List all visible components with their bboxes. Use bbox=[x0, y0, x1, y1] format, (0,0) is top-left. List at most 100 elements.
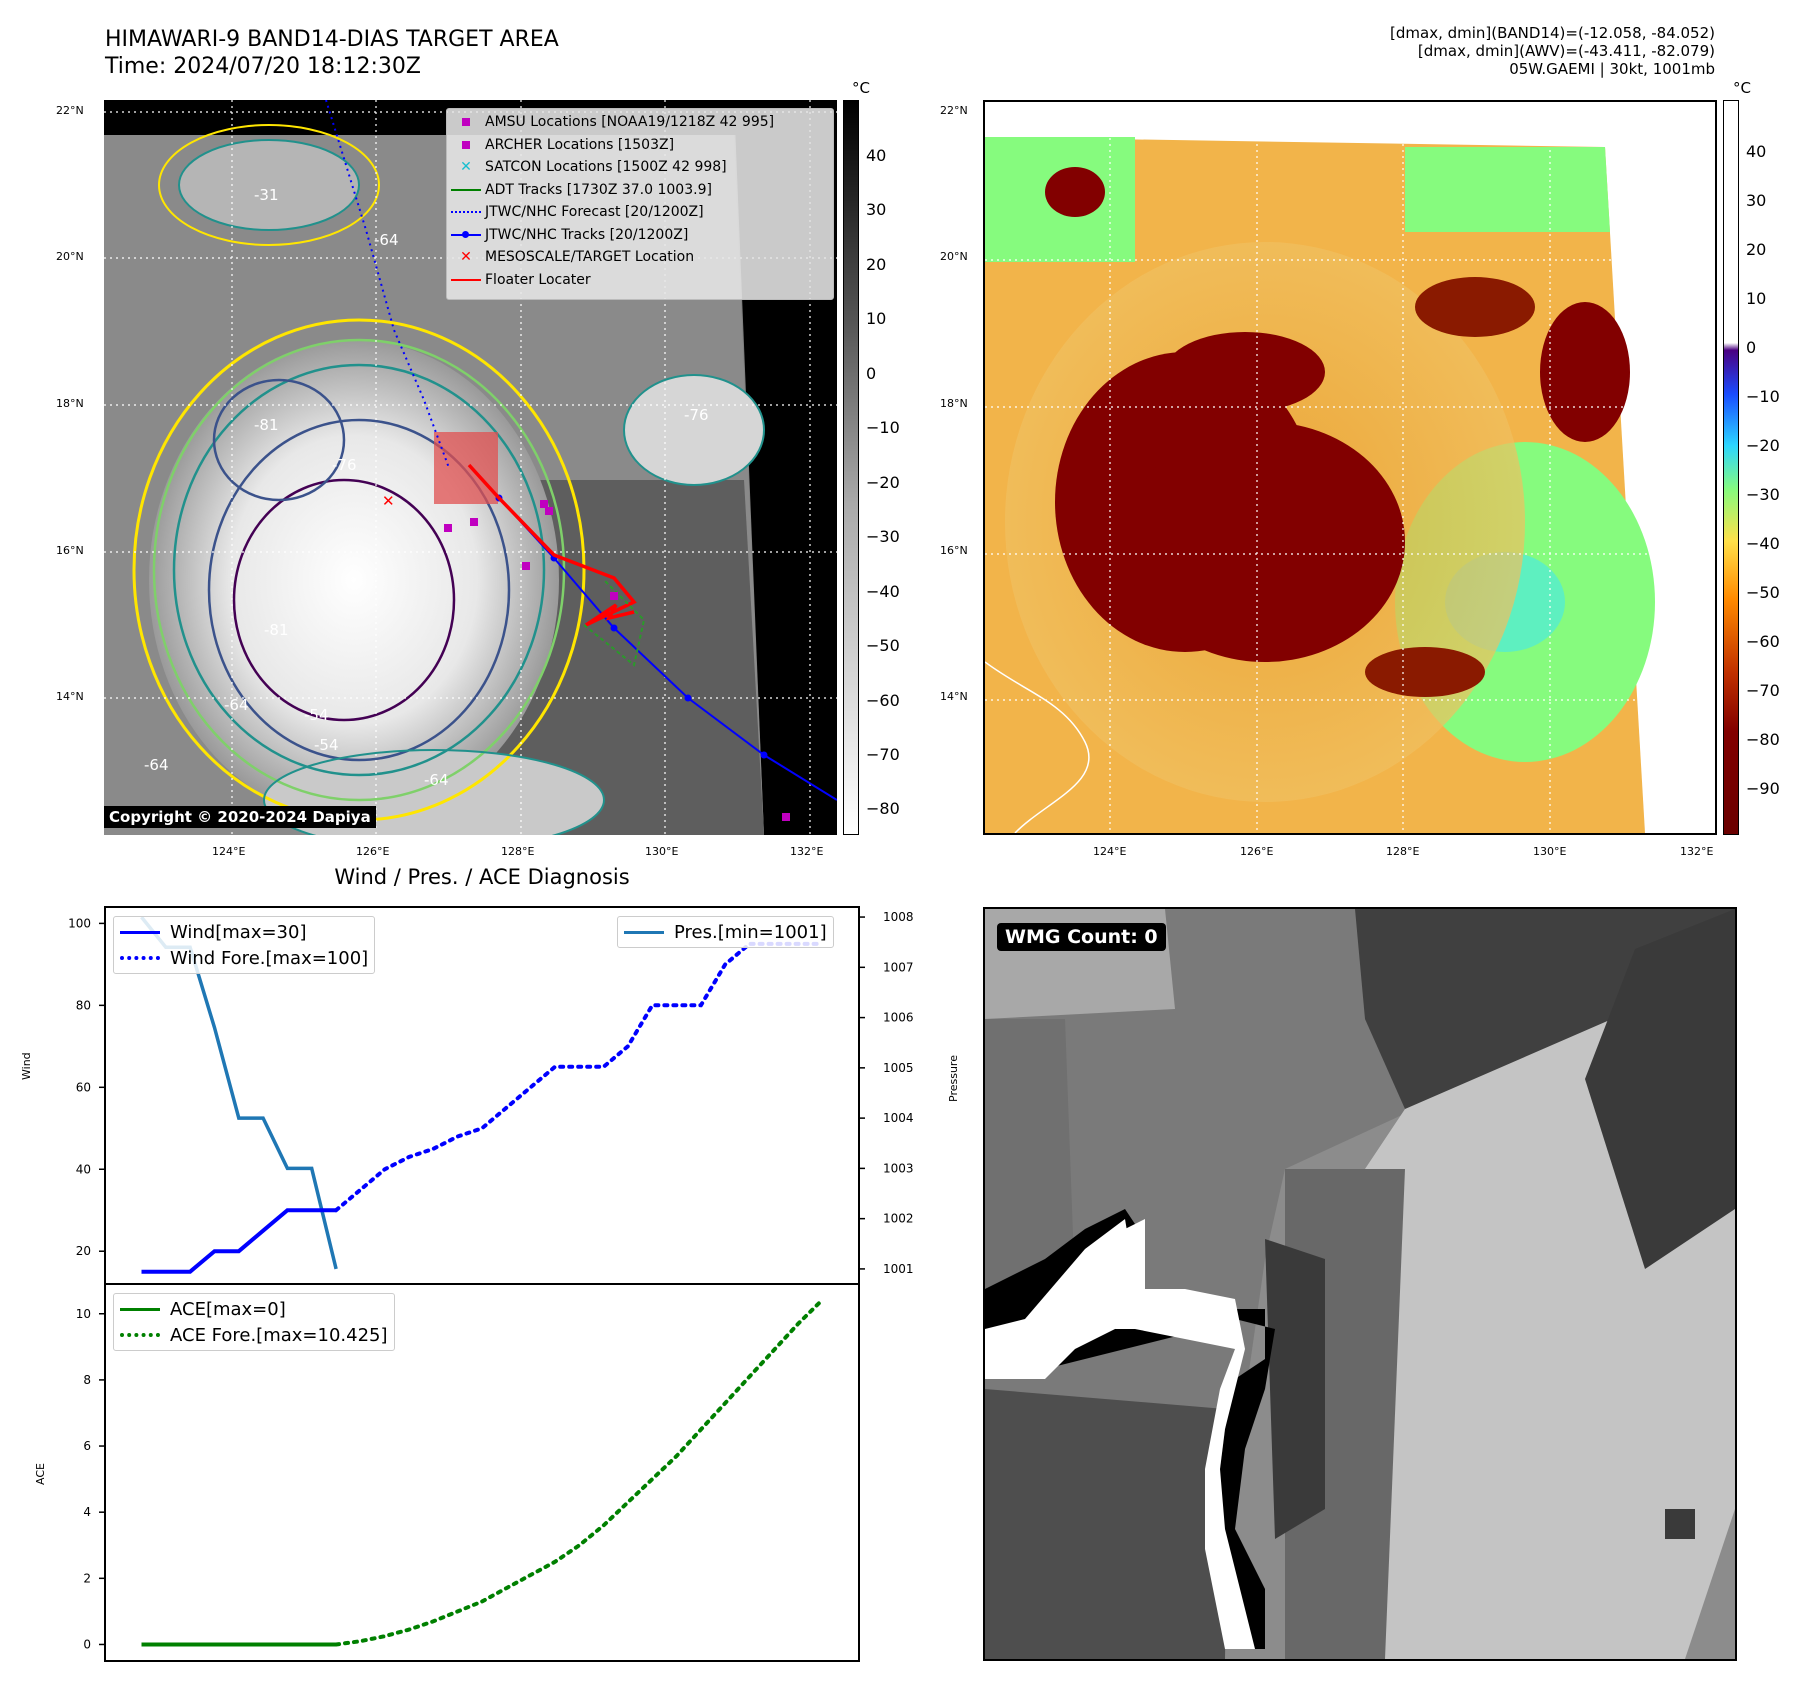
line-icon bbox=[624, 930, 664, 934]
svg-text:-31: -31 bbox=[254, 186, 279, 204]
pressure-axis-tick-label: 1003 bbox=[883, 1161, 914, 1175]
panel1-title-line1: HIMAWARI-9 BAND14-DIAS TARGET AREA bbox=[105, 27, 559, 52]
svg-text:-64: -64 bbox=[144, 756, 169, 774]
panel2-header-line2: [dmax, dmin](AWV)=(-43.411, -82.079) bbox=[1417, 42, 1715, 60]
panel2-lon-132: 132°E bbox=[1680, 845, 1714, 858]
panel1-lon-124: 124°E bbox=[212, 845, 246, 858]
panel2-colorbar-unit: °C bbox=[1733, 79, 1751, 97]
svg-text:-64: -64 bbox=[374, 231, 399, 249]
panel1-map: ✕ -31 -64 -76 -81 -54 -64 -76 -81 -64 -5… bbox=[104, 100, 837, 835]
legend-pressure: Pres.[min=1001] bbox=[624, 919, 827, 945]
wind-forecast-series-line bbox=[334, 941, 825, 1213]
pressure-axis-tick-label: 1006 bbox=[883, 1011, 914, 1025]
panel1-lat-14: 14°N bbox=[56, 690, 84, 703]
wmg-panel: WMG Count: 0 bbox=[983, 907, 1737, 1661]
wind-axis-tick-label: 40 bbox=[76, 1162, 91, 1176]
coastline bbox=[985, 661, 1090, 833]
pressure-axis-tick-label: 1007 bbox=[883, 960, 914, 974]
svg-text:-54: -54 bbox=[304, 706, 329, 724]
square-marker-icon bbox=[462, 140, 470, 149]
legend-archer: ARCHER Locations [1503Z] bbox=[447, 134, 833, 157]
wind-axis-tick-label: 60 bbox=[76, 1080, 91, 1094]
wmg-count-badge: WMG Count: 0 bbox=[997, 923, 1166, 951]
pressure-legend: Pres.[min=1001] bbox=[617, 916, 834, 948]
panel2-lat-22: 22°N bbox=[940, 104, 968, 117]
panel2-lat-18: 18°N bbox=[940, 397, 968, 410]
ace-axis-tick-label: 6 bbox=[83, 1439, 91, 1453]
panel2-colorbar bbox=[1723, 100, 1739, 835]
ace-axis-tick-label: 10 bbox=[76, 1307, 91, 1321]
panel1-lat-18: 18°N bbox=[56, 397, 84, 410]
pressure-axis-tick-label: 1002 bbox=[883, 1212, 914, 1226]
ace-axis-tick-label: 0 bbox=[83, 1637, 91, 1651]
adt-track bbox=[583, 579, 646, 667]
floater-box bbox=[434, 432, 498, 504]
contour-labels: -31 -64 -76 -81 -54 -64 -76 -81 -64 -54 … bbox=[144, 186, 709, 789]
panel2-map-image bbox=[985, 102, 1715, 833]
panel1-title-line2: Time: 2024/07/20 18:12:30Z bbox=[105, 54, 421, 79]
wind-series-line bbox=[141, 1208, 337, 1274]
panel1-lat-16: 16°N bbox=[56, 544, 84, 557]
panel1-legend: AMSU Locations [NOAA19/1218Z 42 995] ARC… bbox=[446, 108, 834, 300]
panel2-lat-20: 20°N bbox=[940, 250, 968, 263]
line-icon bbox=[120, 1307, 160, 1311]
legend-ace-fore: ACE Fore.[max=10.425] bbox=[120, 1322, 388, 1348]
ace-legend: ACE[max=0] ACE Fore.[max=10.425] bbox=[113, 1293, 395, 1351]
ace-plot: 0 2 4 6 8 10 bbox=[76, 1297, 825, 1651]
dotted-line-icon bbox=[451, 211, 481, 214]
x-marker-icon: ✕ bbox=[460, 159, 472, 176]
svg-text:-81: -81 bbox=[264, 621, 289, 639]
floater-locater-track bbox=[467, 463, 637, 627]
panel2-lon-124: 124°E bbox=[1093, 845, 1127, 858]
pressure-axis-tick-label: 1005 bbox=[883, 1061, 914, 1075]
ace-axis-tick-label: 8 bbox=[83, 1373, 91, 1387]
legend-jtwc-tracks: JTWC/NHC Tracks [20/1200Z] bbox=[447, 224, 833, 247]
legend-amsu: AMSU Locations [NOAA19/1218Z 42 995] bbox=[447, 111, 833, 134]
x-marker-icon: ✕ bbox=[460, 249, 472, 266]
line-icon bbox=[451, 278, 481, 281]
pressure-axis-tick-label: 1001 bbox=[883, 1262, 914, 1276]
pressure-axis-tick-label: 1008 bbox=[883, 910, 914, 924]
panel1-lon-126: 126°E bbox=[356, 845, 390, 858]
copyright-label: Copyright © 2020-2024 Dapiya bbox=[104, 806, 376, 828]
panel1-lat-20: 20°N bbox=[56, 250, 84, 263]
legend-target: ✕ MESOSCALE/TARGET Location bbox=[447, 246, 833, 269]
panel2-header-line1: [dmax, dmin](BAND14)=(-12.058, -84.052) bbox=[1390, 24, 1715, 42]
line-icon bbox=[451, 188, 481, 191]
wind-axis-tick-label: 80 bbox=[76, 998, 91, 1012]
ace-forecast-series-line bbox=[334, 1297, 825, 1647]
panel2-lon-128: 128°E bbox=[1386, 845, 1420, 858]
ace-axis-tick-label: 4 bbox=[83, 1505, 91, 1519]
jtwc-forecast-track bbox=[325, 100, 450, 469]
panel1-lon-128: 128°E bbox=[501, 845, 535, 858]
legend-jtwc-forecast: JTWC/NHC Forecast [20/1200Z] bbox=[447, 201, 833, 224]
legend-wind-fore: Wind Fore.[max=100] bbox=[120, 945, 368, 971]
panel1-colorbar-unit: °C bbox=[852, 79, 870, 97]
wmg-image bbox=[985, 909, 1735, 1659]
svg-text:-81: -81 bbox=[254, 416, 279, 434]
square-marker-icon bbox=[462, 118, 470, 127]
svg-text:-64: -64 bbox=[224, 696, 249, 714]
panel2-map bbox=[983, 100, 1717, 835]
wind-axis-tick-label: 100 bbox=[68, 916, 91, 930]
ace-axis-tick-label: 2 bbox=[83, 1571, 91, 1585]
svg-text:-76: -76 bbox=[684, 406, 709, 424]
wind-legend: Wind[max=30] Wind Fore.[max=100] bbox=[113, 916, 376, 974]
panel1-lon-132: 132°E bbox=[790, 845, 824, 858]
svg-text:-54: -54 bbox=[314, 736, 339, 754]
dotted-line-icon bbox=[120, 1333, 160, 1337]
panel1-colorbar bbox=[843, 100, 859, 835]
svg-text:-64: -64 bbox=[424, 771, 449, 789]
svg-text:-76: -76 bbox=[332, 456, 357, 474]
legend-wind: Wind[max=30] bbox=[120, 919, 368, 945]
wind-axis-tick-label: 20 bbox=[76, 1244, 91, 1258]
panel3-title: Wind / Pres. / ACE Diagnosis bbox=[334, 865, 630, 889]
amsu-markers bbox=[444, 500, 790, 821]
panel1-lat-22: 22°N bbox=[56, 104, 84, 117]
panel2-header-line3: 05W.GAEMI | 30kt, 1001mb bbox=[1509, 60, 1715, 78]
legend-floater: Floater Locater bbox=[447, 269, 833, 292]
panel2-lon-130: 130°E bbox=[1533, 845, 1567, 858]
panel2-header: [dmax, dmin](BAND14)=(-12.058, -84.052) … bbox=[1200, 24, 1715, 78]
panel1-title: HIMAWARI-9 BAND14-DIAS TARGET AREA Time:… bbox=[105, 26, 559, 80]
